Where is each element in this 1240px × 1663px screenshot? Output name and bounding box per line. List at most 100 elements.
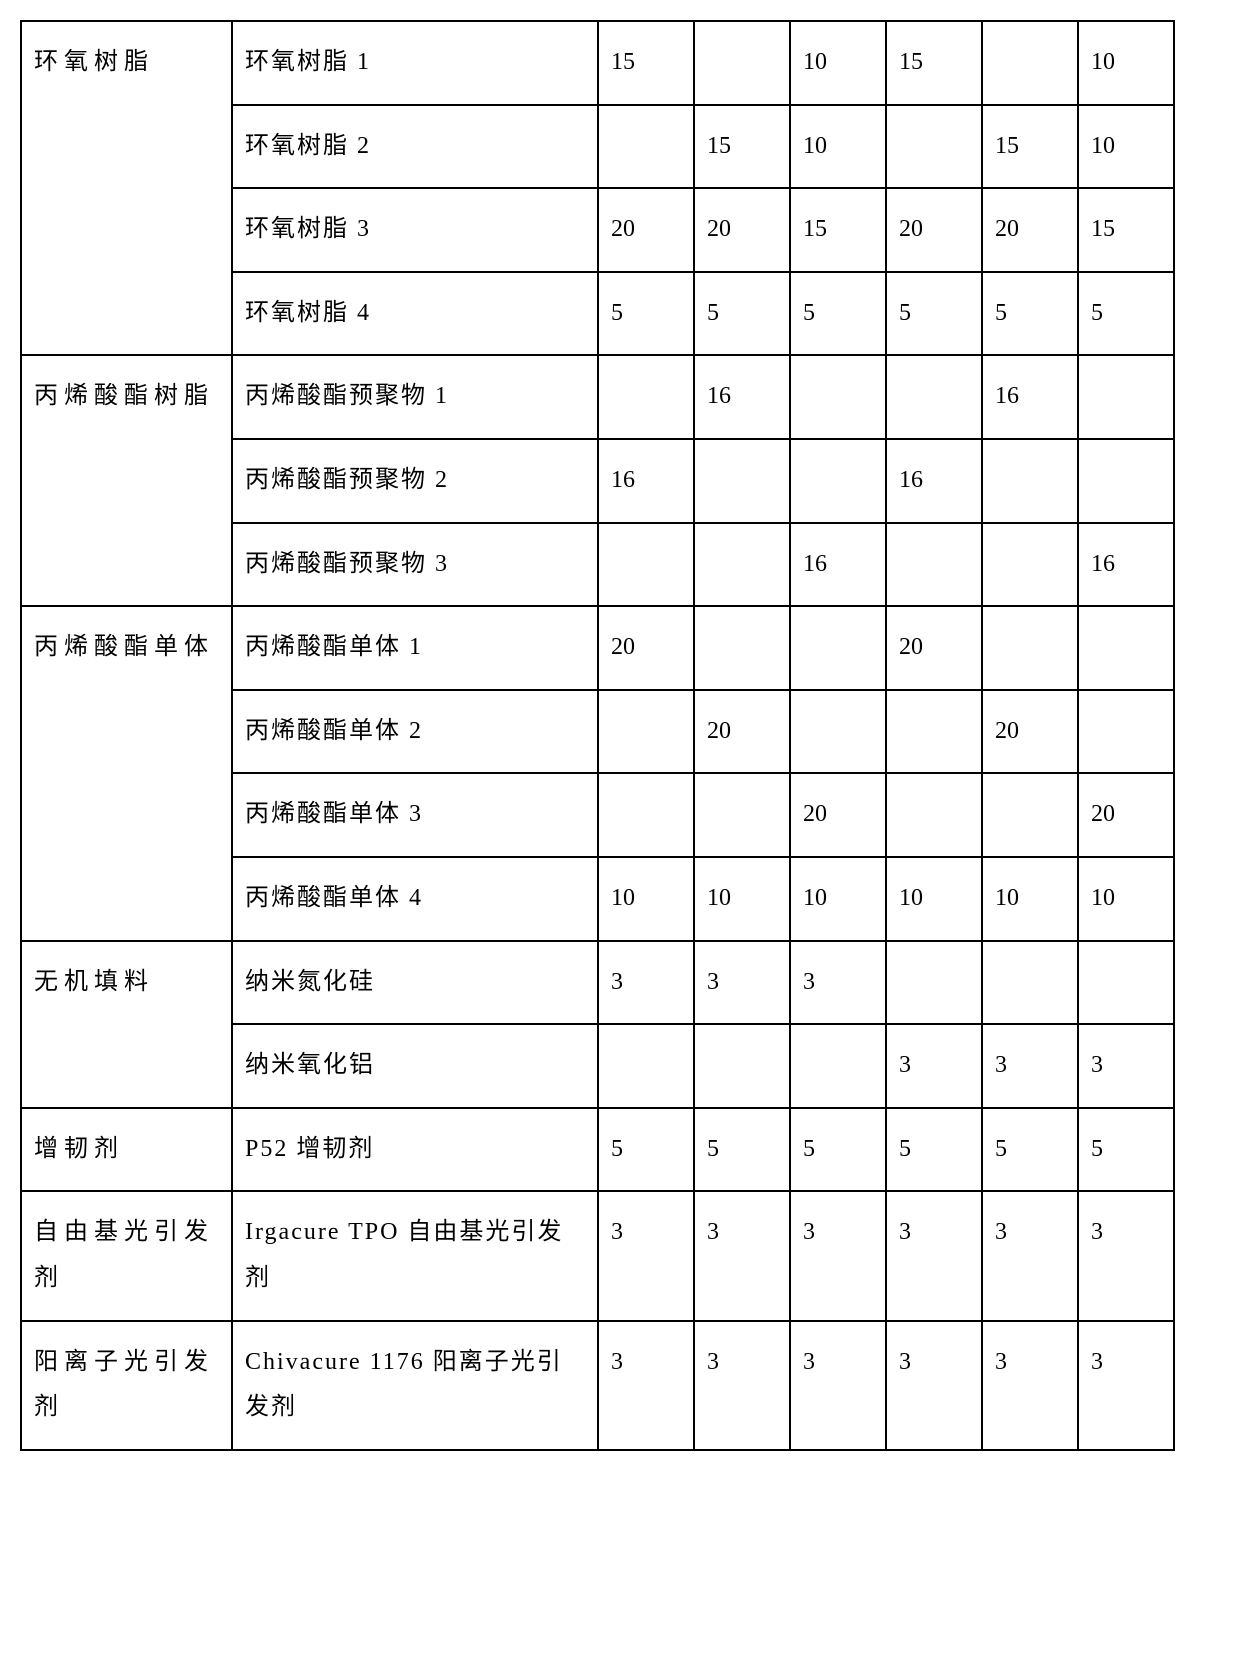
value-cell: 15 — [982, 105, 1078, 189]
value-cell — [790, 355, 886, 439]
value-cell: 20 — [982, 690, 1078, 774]
item-cell: 环氧树脂 2 — [232, 105, 598, 189]
value-cell — [886, 105, 982, 189]
value-cell: 10 — [886, 857, 982, 941]
value-cell: 20 — [598, 188, 694, 272]
value-cell — [1078, 439, 1174, 523]
value-cell: 5 — [982, 1108, 1078, 1192]
value-cell: 3 — [886, 1191, 982, 1320]
value-cell: 3 — [598, 1321, 694, 1450]
category-cell: 丙烯酸酯树脂 — [21, 355, 232, 606]
value-cell: 16 — [1078, 523, 1174, 607]
item-cell: 丙烯酸酯预聚物 1 — [232, 355, 598, 439]
value-cell — [598, 690, 694, 774]
table-body: 环氧树脂环氧树脂 115101510环氧树脂 215101510环氧树脂 320… — [21, 21, 1174, 1450]
value-cell — [982, 523, 1078, 607]
value-cell: 20 — [694, 690, 790, 774]
value-cell: 15 — [1078, 188, 1174, 272]
value-cell: 10 — [1078, 21, 1174, 105]
value-cell — [886, 523, 982, 607]
item-cell: Chivacure 1176 阳离子光引发剂 — [232, 1321, 598, 1450]
value-cell: 3 — [982, 1321, 1078, 1450]
value-cell — [886, 690, 982, 774]
value-cell: 10 — [790, 21, 886, 105]
value-cell: 20 — [886, 606, 982, 690]
value-cell: 5 — [598, 1108, 694, 1192]
item-cell: 环氧树脂 3 — [232, 188, 598, 272]
value-cell — [886, 355, 982, 439]
value-cell: 15 — [886, 21, 982, 105]
value-cell — [982, 606, 1078, 690]
value-cell: 3 — [598, 1191, 694, 1320]
value-cell: 3 — [694, 941, 790, 1025]
value-cell: 3 — [790, 941, 886, 1025]
value-cell: 5 — [694, 272, 790, 356]
value-cell: 16 — [598, 439, 694, 523]
value-cell — [1078, 355, 1174, 439]
value-cell — [694, 773, 790, 857]
item-cell: 纳米氧化铝 — [232, 1024, 598, 1108]
value-cell: 3 — [598, 941, 694, 1025]
value-cell: 10 — [982, 857, 1078, 941]
value-cell: 16 — [694, 355, 790, 439]
value-cell: 20 — [790, 773, 886, 857]
value-cell — [790, 1024, 886, 1108]
item-cell: 丙烯酸酯预聚物 3 — [232, 523, 598, 607]
category-cell: 自由基光引发剂 — [21, 1191, 232, 1320]
value-cell: 3 — [982, 1024, 1078, 1108]
value-cell: 3 — [694, 1191, 790, 1320]
value-cell: 5 — [790, 272, 886, 356]
value-cell — [598, 1024, 694, 1108]
value-cell: 15 — [694, 105, 790, 189]
value-cell: 3 — [1078, 1321, 1174, 1450]
value-cell: 3 — [790, 1191, 886, 1320]
value-cell: 10 — [694, 857, 790, 941]
table-row: 环氧树脂环氧树脂 115101510 — [21, 21, 1174, 105]
value-cell — [982, 773, 1078, 857]
value-cell: 3 — [1078, 1024, 1174, 1108]
value-cell — [598, 105, 694, 189]
value-cell — [694, 439, 790, 523]
value-cell: 3 — [1078, 1191, 1174, 1320]
item-cell: 丙烯酸酯单体 4 — [232, 857, 598, 941]
value-cell: 5 — [982, 272, 1078, 356]
value-cell — [598, 523, 694, 607]
value-cell: 5 — [598, 272, 694, 356]
item-cell: 环氧树脂 1 — [232, 21, 598, 105]
value-cell — [982, 941, 1078, 1025]
item-cell: 环氧树脂 4 — [232, 272, 598, 356]
value-cell: 10 — [1078, 105, 1174, 189]
item-cell: 丙烯酸酯单体 1 — [232, 606, 598, 690]
value-cell — [982, 21, 1078, 105]
value-cell — [598, 355, 694, 439]
value-cell: 20 — [982, 188, 1078, 272]
value-cell: 3 — [982, 1191, 1078, 1320]
category-cell: 丙烯酸酯单体 — [21, 606, 232, 940]
value-cell — [694, 606, 790, 690]
value-cell: 10 — [1078, 857, 1174, 941]
value-cell — [790, 439, 886, 523]
value-cell: 16 — [982, 355, 1078, 439]
value-cell: 15 — [598, 21, 694, 105]
value-cell — [790, 690, 886, 774]
category-cell: 阳离子光引发剂 — [21, 1321, 232, 1450]
value-cell — [886, 941, 982, 1025]
value-cell — [694, 1024, 790, 1108]
value-cell — [1078, 941, 1174, 1025]
value-cell: 15 — [790, 188, 886, 272]
item-cell: 丙烯酸酯预聚物 2 — [232, 439, 598, 523]
value-cell: 5 — [886, 272, 982, 356]
item-cell: P52 增韧剂 — [232, 1108, 598, 1192]
category-cell: 环氧树脂 — [21, 21, 232, 355]
value-cell: 3 — [886, 1024, 982, 1108]
value-cell: 16 — [790, 523, 886, 607]
table-row: 阳离子光引发剂Chivacure 1176 阳离子光引发剂333333 — [21, 1321, 1174, 1450]
value-cell: 10 — [598, 857, 694, 941]
item-cell: Irgacure TPO 自由基光引发剂 — [232, 1191, 598, 1320]
value-cell: 20 — [694, 188, 790, 272]
value-cell — [694, 523, 790, 607]
table-row: 增韧剂P52 增韧剂555555 — [21, 1108, 1174, 1192]
value-cell — [1078, 606, 1174, 690]
table-row: 丙烯酸酯单体丙烯酸酯单体 12020 — [21, 606, 1174, 690]
item-cell: 纳米氮化硅 — [232, 941, 598, 1025]
